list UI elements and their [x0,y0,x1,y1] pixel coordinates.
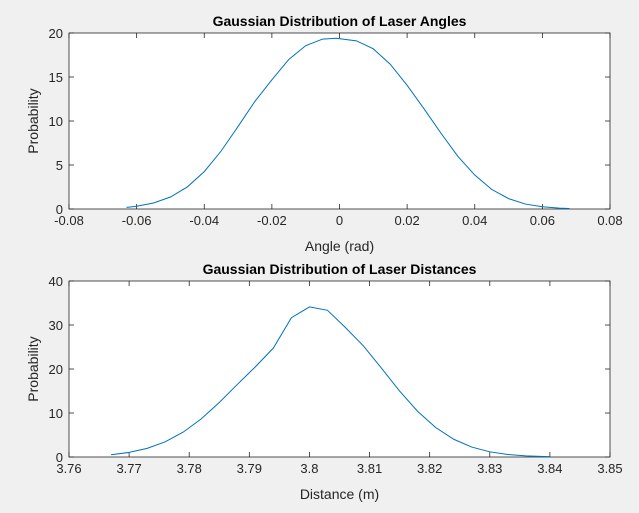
x-tick-label: -0.06 [122,213,152,228]
plot-area [68,280,611,458]
x-tick-label: -0.08 [54,213,84,228]
x-tick-label: 0 [336,213,343,228]
angle-distribution-chart: -0.08 -0.06 -0.04 -0.02 0 0.02 0.04 0.06 0.08 0 5 1… [25,13,623,254]
distance-distribution-chart: 3.76 3.77 3.78 3.79 3.8 3.81 3.82 3.83 3.84 3.85 0… [25,261,623,502]
x-tick-label: 3.76 [56,461,81,476]
plot-area [68,32,611,210]
series-line [111,306,550,458]
y-tick-label: 30 [49,318,63,333]
y-tick-label: 20 [49,26,63,41]
y-tick-label: 10 [49,406,63,421]
x-tick-label: -0.02 [257,213,287,228]
y-tick-label: 0 [56,450,63,465]
y-tick-label: 10 [49,114,63,129]
x-tick-label: 3.85 [597,461,622,476]
x-tick-label: 3.8 [300,461,318,476]
x-tick-label: 3.84 [537,461,562,476]
y-tick-label: 20 [49,362,63,377]
y-tick-label: 40 [49,274,63,289]
chart-title: Gaussian Distribution of Laser Angles [213,13,467,29]
x-tick-label: 3.83 [477,461,502,476]
x-tick-label: -0.04 [189,213,219,228]
x-tick-label: 0.06 [530,213,555,228]
x-tick-label: 0.04 [462,213,487,228]
y-tick-label: 5 [56,158,63,173]
x-tick-label: 3.82 [417,461,442,476]
y-axis-label: Probability [25,88,41,153]
x-axis-label: Distance (m) [300,486,379,502]
series-line [126,37,570,210]
x-tick-label: 3.78 [177,461,202,476]
y-tick-label: 0 [56,202,63,217]
x-axis-label: Angle (rad) [305,238,374,254]
y-tick-label: 15 [49,70,63,85]
y-axis-label: Probability [25,336,41,401]
x-tick-label: 0.08 [597,213,622,228]
chart-title: Gaussian Distribution of Laser Distances [203,261,477,277]
x-tick-label: 0.02 [394,213,419,228]
x-tick-label: 3.77 [116,461,141,476]
x-tick-label: 3.81 [357,461,382,476]
x-tick-label: 3.79 [237,461,262,476]
